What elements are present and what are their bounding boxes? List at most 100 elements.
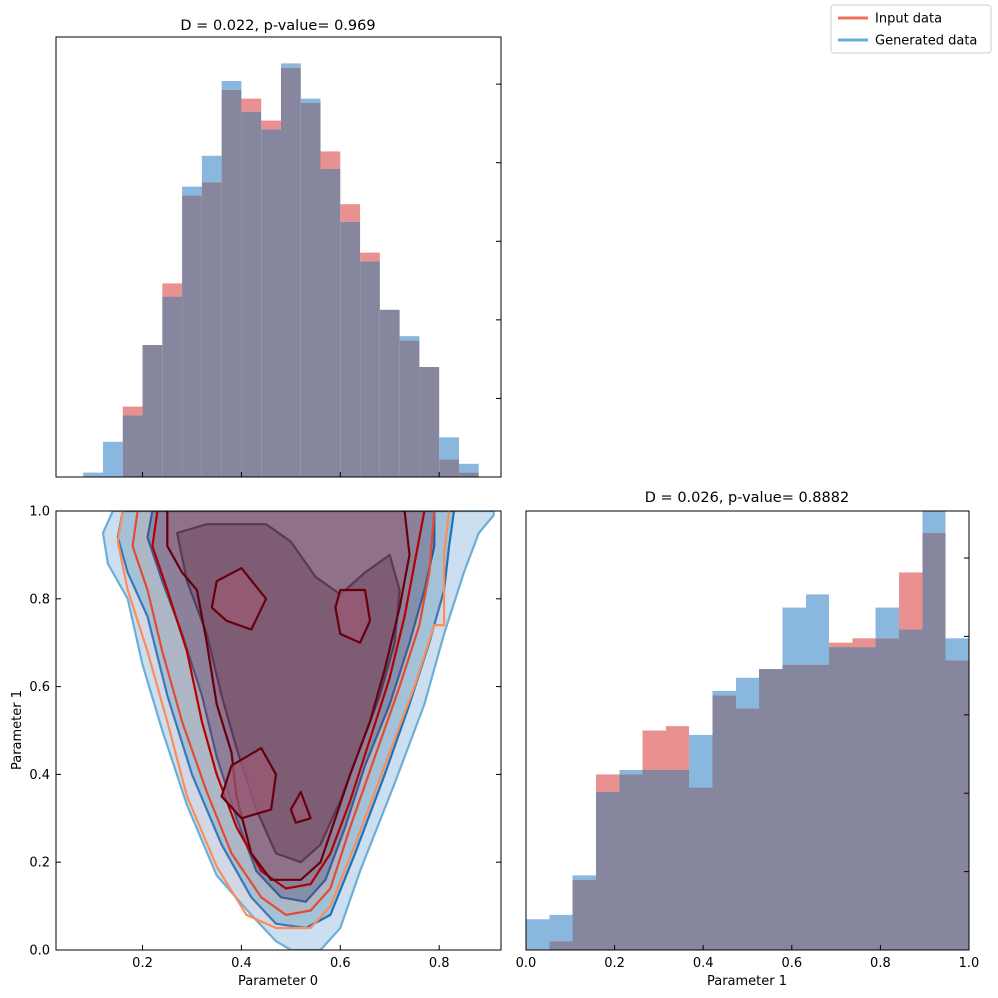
hist-bar-top-0-7 — [221, 81, 242, 90]
bottom-left-contour-panel: 0.2 0.4 0.6 0.8 0.0 0.2 0.4 0.6 0.8 1.0 Parameter… — [10, 505, 502, 989]
bottom-right-histogram-panel: D = 0.026, p-value= 0.8882 0.0 0.2 0.4 0.6 0… — [516, 490, 980, 989]
hist-bar-overlap-0-8 — [241, 111, 262, 478]
input-contour-peak-1 — [334, 588, 372, 644]
contour-ylabel: Parameter 1 — [10, 690, 25, 770]
hist-bar-top-0-9 — [261, 120, 281, 130]
hist-bar-overlap-2-5 — [642, 770, 666, 950]
parameter-0-histogram-bars — [83, 63, 479, 478]
hist-bar-top-2-17 — [922, 511, 946, 533]
contour-y-tick-label-4: 0.8 — [29, 592, 50, 607]
x-tick-label-2-2: 0.4 — [693, 956, 714, 971]
hist-bar-overlap-0-7 — [221, 89, 242, 478]
hist-bar-top-0-12 — [320, 151, 341, 169]
hist-bar-top-0-2 — [122, 406, 143, 416]
parameter-1-hist-ticks: 0.0 0.2 0.4 0.6 0.8 1.0 — [516, 557, 980, 971]
x-tick-label-2-3: 0.6 — [781, 956, 802, 971]
hist-bar-overlap-2-8 — [712, 695, 736, 950]
contour-xlabel: Parameter 0 — [238, 974, 318, 989]
legend-label-input: Input data — [875, 12, 942, 27]
hist-bar-overlap-0-15 — [379, 309, 400, 477]
hist-bar-overlap-2-1 — [549, 941, 573, 950]
hist-bar-overlap-0-12 — [320, 169, 341, 477]
contour-x-tick-label-3: 0.8 — [429, 956, 450, 971]
hist-bar-top-2-14 — [852, 638, 876, 648]
x-tick-label-2-4: 0.8 — [870, 956, 891, 971]
contour-panel-frame — [55, 510, 502, 951]
hist-bar-top-2-2 — [572, 875, 596, 880]
hist-bar-top-2-1 — [549, 914, 573, 942]
top-left-panel-title: D = 0.022, p-value= 0.969 — [180, 18, 375, 34]
hist-bar-overlap-2-4 — [619, 774, 643, 950]
hist-bar-top-0-18 — [439, 437, 459, 460]
hist-bar-top-2-18 — [945, 638, 969, 661]
hist-bar-top-2-15 — [875, 607, 900, 639]
contour-x-tick-label-2: 0.6 — [330, 956, 351, 971]
x-tick-label-2-5: 1.0 — [959, 956, 980, 971]
hist-bar-top-2-16 — [899, 572, 923, 630]
hist-bar-overlap-0-4 — [162, 296, 183, 477]
hist-bar-overlap-2-17 — [922, 532, 946, 950]
parameter-1-histogram-bars — [526, 511, 969, 950]
contour-y-tick-label-0: 0.0 — [29, 944, 50, 959]
top-left-panel-frame — [55, 36, 502, 478]
hist-bar-top-0-13 — [340, 204, 361, 222]
input-contour-peak-2 — [220, 746, 278, 820]
hist-bar-overlap-0-6 — [201, 182, 222, 477]
hist-bar-overlap-2-12 — [805, 664, 830, 950]
hist-bar-overlap-2-16 — [899, 629, 923, 950]
x-tick-label-2-1: 0.2 — [604, 956, 625, 971]
contour-y-tick-label-2: 0.4 — [29, 768, 50, 783]
hist-bar-overlap-2-6 — [665, 770, 690, 950]
hist-bar-overlap-0-17 — [419, 367, 440, 477]
hist-bar-overlap-2-2 — [572, 879, 596, 950]
hist-bar-top-0-8 — [241, 98, 262, 112]
hist-bar-overlap-2-3 — [595, 791, 620, 950]
hist-bar-overlap-0-14 — [360, 261, 380, 477]
hist-bar-top-2-6 — [665, 726, 690, 771]
hist-bar-top-2-12 — [805, 594, 830, 665]
hist-bar-top-2-3 — [595, 774, 620, 792]
hist-bar-top-2-9 — [735, 677, 760, 709]
hist-bar-top-0-6 — [201, 155, 222, 183]
contour-x-tick-label-0: 0.2 — [132, 956, 153, 971]
hist-bar-overlap-2-15 — [875, 638, 900, 950]
hist-bar-top-2-7 — [689, 734, 713, 788]
parameter-0-hist-ticks — [142, 83, 501, 477]
hist-bar-top-0-19 — [458, 463, 479, 473]
hist-bar-overlap-0-3 — [142, 345, 163, 477]
hist-bar-top-2-5 — [642, 730, 666, 771]
hist-bar-overlap-2-18 — [945, 660, 969, 950]
hist-bar-overlap-2-13 — [829, 647, 853, 950]
hist-bar-overlap-0-11 — [300, 103, 321, 477]
top-left-histogram-panel: D = 0.022, p-value= 0.969 — [55, 18, 502, 478]
hist-bar-overlap-0-9 — [261, 129, 281, 477]
hist-bar-overlap-0-10 — [280, 67, 301, 478]
legend: Input data Generated data — [830, 4, 992, 54]
hist-bar-overlap-0-2 — [122, 415, 143, 477]
hist-bar-overlap-0-13 — [340, 221, 361, 477]
contour-y-tick-label-3: 0.6 — [29, 680, 50, 695]
contour-panel-ticks: 0.2 0.4 0.6 0.8 0.0 0.2 0.4 0.6 0.8 1.0 — [29, 505, 501, 971]
hist-bar-overlap-2-10 — [759, 669, 783, 950]
input-contour-peak-0 — [210, 566, 268, 631]
contour-y-tick-label-1: 0.2 — [29, 856, 50, 871]
hist-bar-top-0-11 — [300, 98, 321, 103]
hist-bar-overlap-2-11 — [782, 664, 806, 950]
contour-shapes — [101, 511, 495, 950]
hist-bar-top-0-1 — [102, 441, 123, 477]
bottom-right-panel-frame — [525, 510, 970, 951]
hist-bar-top-2-8 — [712, 690, 736, 696]
hist-bar-top-0-14 — [360, 252, 380, 262]
hist-bar-top-2-0 — [526, 919, 550, 950]
hist-bar-top-0-5 — [182, 186, 202, 196]
hist-bar-overlap-2-9 — [735, 708, 760, 950]
hist-bar-top-0-10 — [280, 63, 301, 68]
legend-box — [830, 4, 992, 54]
contour-x-tick-label-1: 0.4 — [231, 956, 252, 971]
hist-bar-overlap-0-19 — [458, 472, 479, 477]
hist-bar-overlap-2-7 — [689, 787, 713, 950]
hist-bar-top-2-11 — [782, 607, 806, 665]
hist-bar-overlap-0-5 — [182, 195, 202, 477]
hist-bar-top-0-16 — [399, 336, 420, 341]
